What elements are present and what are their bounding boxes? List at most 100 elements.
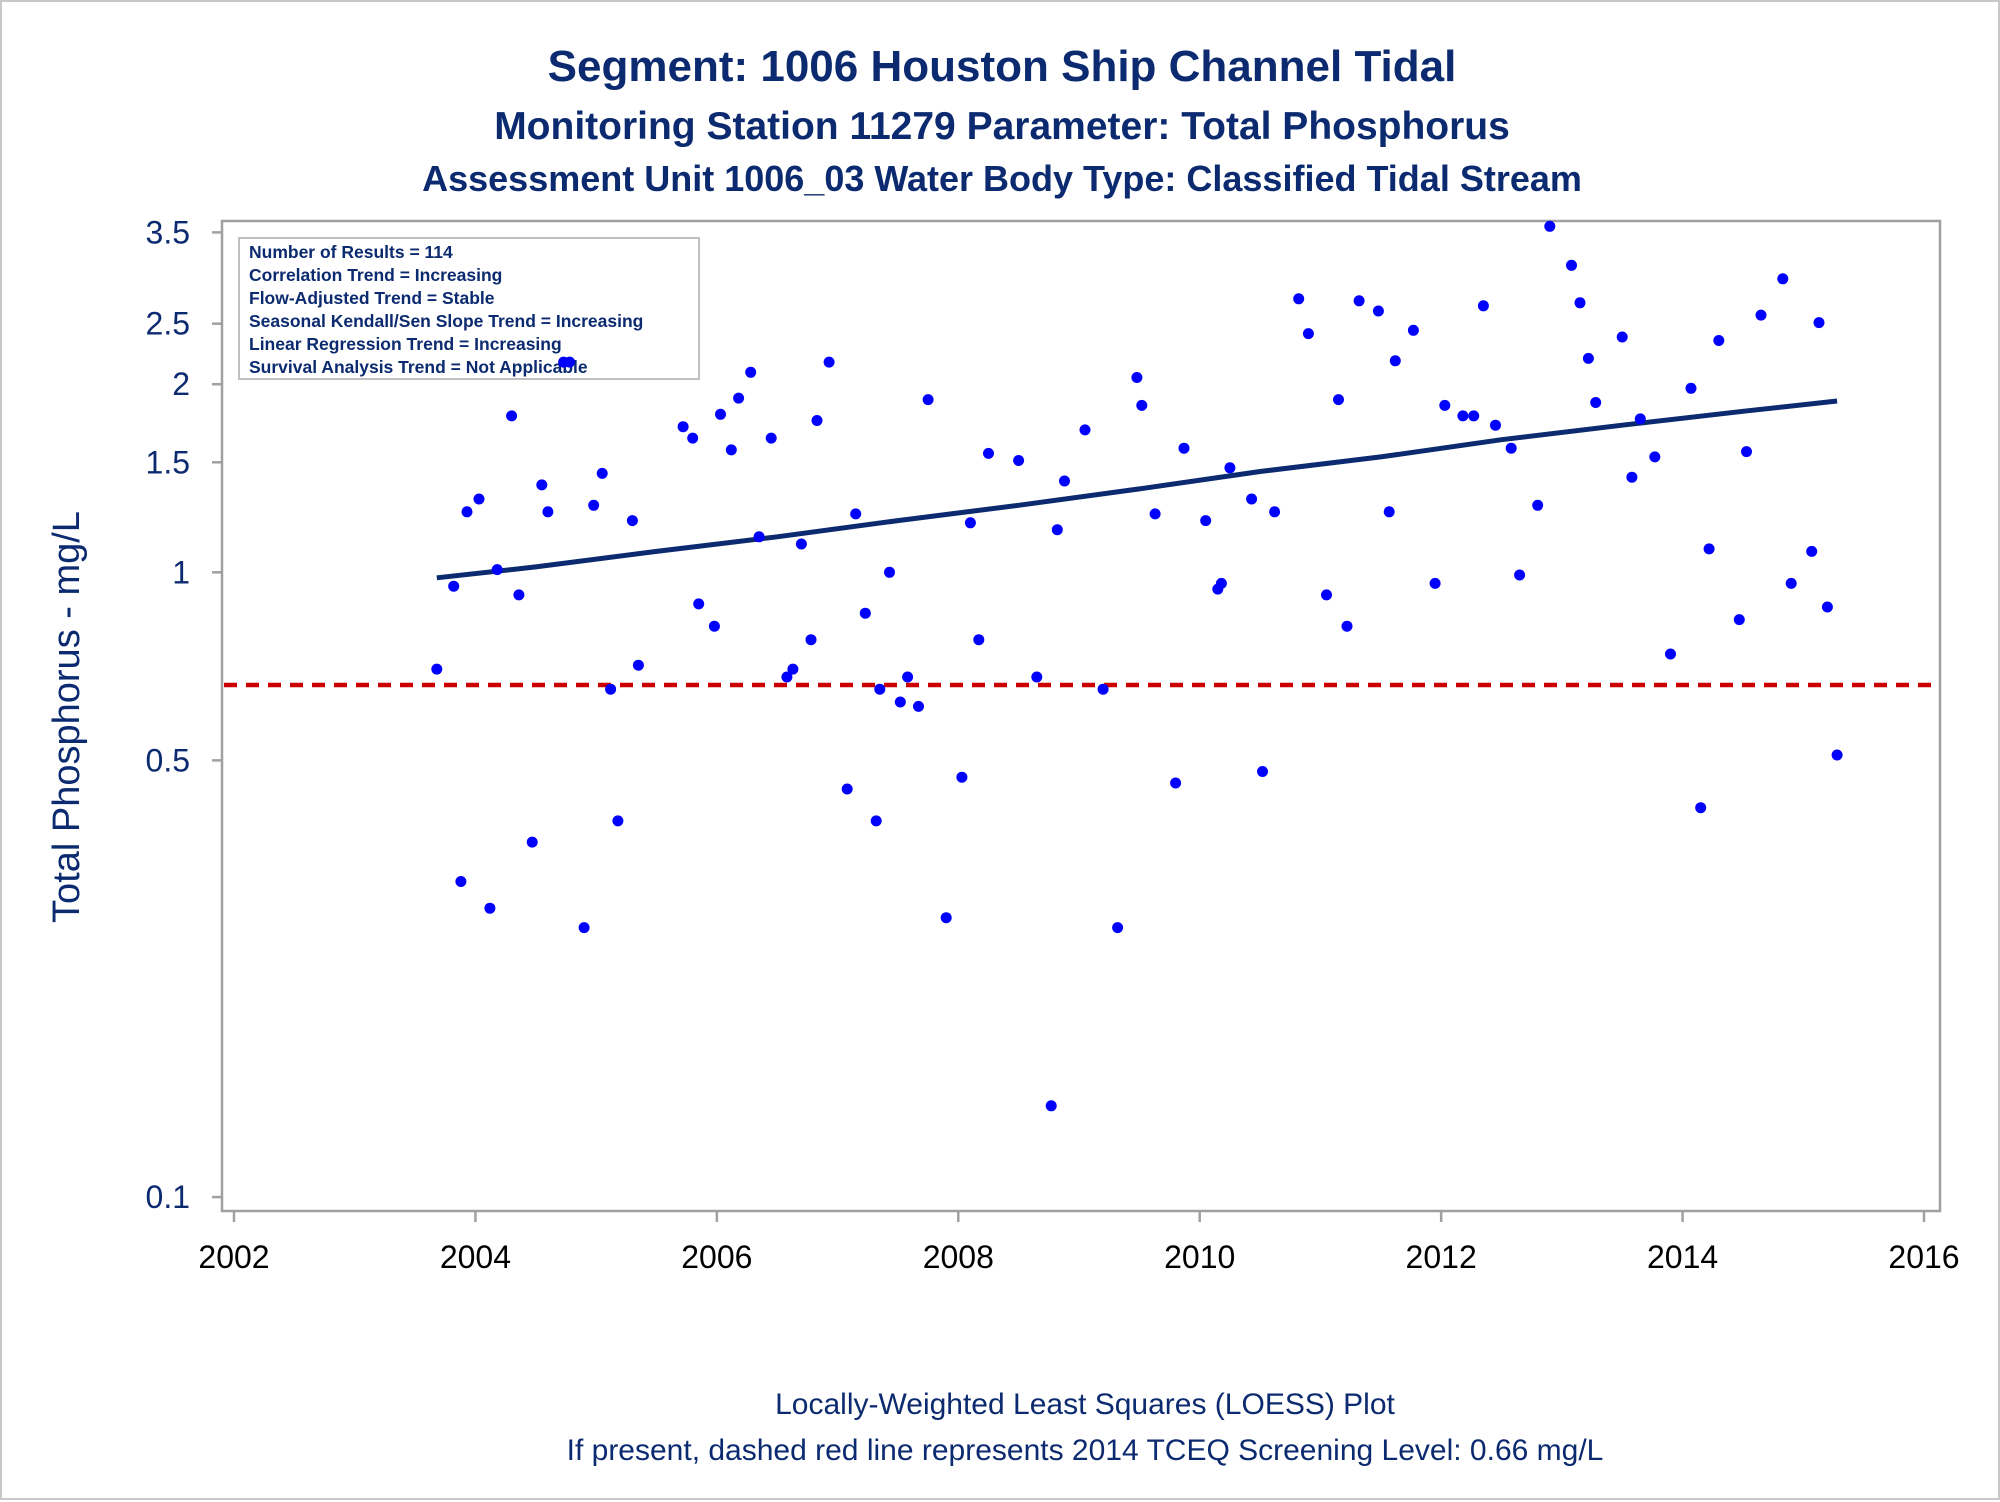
data-point: [874, 683, 886, 695]
y-tick-label: 1.5: [146, 444, 190, 480]
data-point: [1013, 455, 1025, 466]
data-point: [1703, 543, 1715, 555]
data-point: [1477, 300, 1489, 312]
data-point: [753, 531, 765, 543]
data-point: [588, 499, 600, 511]
data-point: [1777, 273, 1789, 285]
data-point: [795, 538, 807, 550]
x-tick-label: 2006: [681, 1239, 752, 1275]
data-point: [1574, 297, 1586, 309]
data-point: [693, 598, 705, 610]
x-tick-label: 2012: [1406, 1239, 1477, 1275]
data-point: [745, 366, 757, 378]
data-point: [781, 671, 793, 683]
data-point: [687, 432, 699, 444]
y-tick-label: 0.1: [146, 1179, 190, 1215]
data-point: [1031, 671, 1043, 683]
data-point: [1626, 471, 1638, 483]
data-point: [1045, 1100, 1057, 1112]
data-point: [431, 663, 443, 675]
data-point: [811, 415, 823, 426]
data-point: [859, 607, 871, 619]
data-point: [564, 356, 576, 368]
data-point: [1136, 399, 1148, 411]
y-axis-title: Total Phosphorus - mg/L: [46, 511, 88, 923]
data-point: [1505, 442, 1517, 454]
data-point: [578, 922, 590, 934]
data-point: [983, 447, 994, 459]
data-point: [1665, 648, 1676, 660]
x-tick-label: 2008: [923, 1239, 994, 1275]
data-point: [632, 659, 644, 671]
data-point: [605, 683, 617, 695]
stats-line-survival-analysis: Survival Analysis Trend = Not Applicable: [249, 357, 588, 377]
data-point: [473, 493, 485, 505]
data-point: [491, 564, 503, 576]
data-point: [1806, 545, 1818, 557]
x-tick-label: 2014: [1647, 1239, 1718, 1275]
data-point: [1813, 317, 1825, 329]
data-point: [805, 634, 817, 646]
data-point: [596, 467, 608, 479]
data-point: [1097, 683, 1109, 695]
data-point: [542, 506, 554, 518]
data-point: [715, 408, 726, 420]
data-point: [506, 410, 518, 422]
data-point: [1170, 777, 1182, 789]
data-point: [1713, 335, 1725, 346]
data-point: [922, 394, 934, 406]
data-point: [1407, 324, 1419, 336]
stats-box-border: [238, 237, 700, 380]
plot-area: [220, 219, 1942, 1213]
data-point: [973, 634, 985, 646]
x-tick-label: 2010: [1164, 1239, 1235, 1275]
data-point: [1372, 305, 1384, 317]
data-point: [733, 392, 745, 404]
loess-trend-line: [436, 398, 1838, 581]
data-point: [1616, 331, 1628, 343]
data-point: [1544, 220, 1556, 232]
y-tick-label: 2.5: [146, 306, 190, 342]
data-point: [1293, 293, 1305, 305]
chart-title: Segment: 1006 Houston Ship Channel Tidal: [548, 42, 1457, 91]
stats-line-seasonal-kendall: Seasonal Kendall/Sen Slope Trend = Incre…: [249, 311, 643, 331]
data-point: [894, 696, 906, 708]
data-point: [940, 912, 952, 924]
x-tick-label: 2004: [440, 1239, 511, 1275]
data-point: [725, 444, 737, 456]
data-point: [913, 700, 924, 712]
y-axis: 0.1 0.5 1 1.5 2 2.5 3.5: [146, 214, 222, 1215]
data-point: [1178, 442, 1190, 454]
data-point: [1215, 577, 1227, 589]
data-point: [1353, 295, 1365, 307]
data-point: [964, 517, 976, 529]
stats-line-correlation: Correlation Trend = Increasing: [249, 265, 502, 285]
data-point: [1785, 577, 1797, 589]
data-point: [461, 506, 473, 518]
data-point: [677, 421, 689, 433]
data-point: [787, 663, 799, 675]
x-axis: 2002 2004 2006 2008 2010 2012 2014 2016: [198, 1211, 1960, 1275]
data-point: [1224, 462, 1236, 474]
footnote-loess: Locally-Weighted Least Squares (LOESS) P…: [775, 1388, 1395, 1421]
data-point: [823, 356, 835, 368]
y-tick-label: 1: [172, 554, 190, 590]
data-point: [765, 432, 777, 444]
data-point: [484, 902, 496, 914]
data-point: [1131, 372, 1143, 383]
data-point: [1514, 569, 1526, 581]
data-point: [1341, 620, 1353, 632]
data-point: [1457, 410, 1469, 422]
data-point: [1200, 515, 1212, 527]
data-point: [1831, 749, 1843, 761]
y-tick-label: 2: [172, 366, 190, 402]
data-point: [870, 815, 882, 827]
x-tick-label: 2016: [1888, 1239, 1959, 1275]
y-tick-label: 3.5: [146, 214, 190, 250]
data-point: [1532, 499, 1544, 511]
data-point: [1383, 506, 1395, 518]
data-point: [455, 876, 467, 887]
data-point: [1333, 394, 1344, 406]
data-point: [526, 836, 538, 848]
